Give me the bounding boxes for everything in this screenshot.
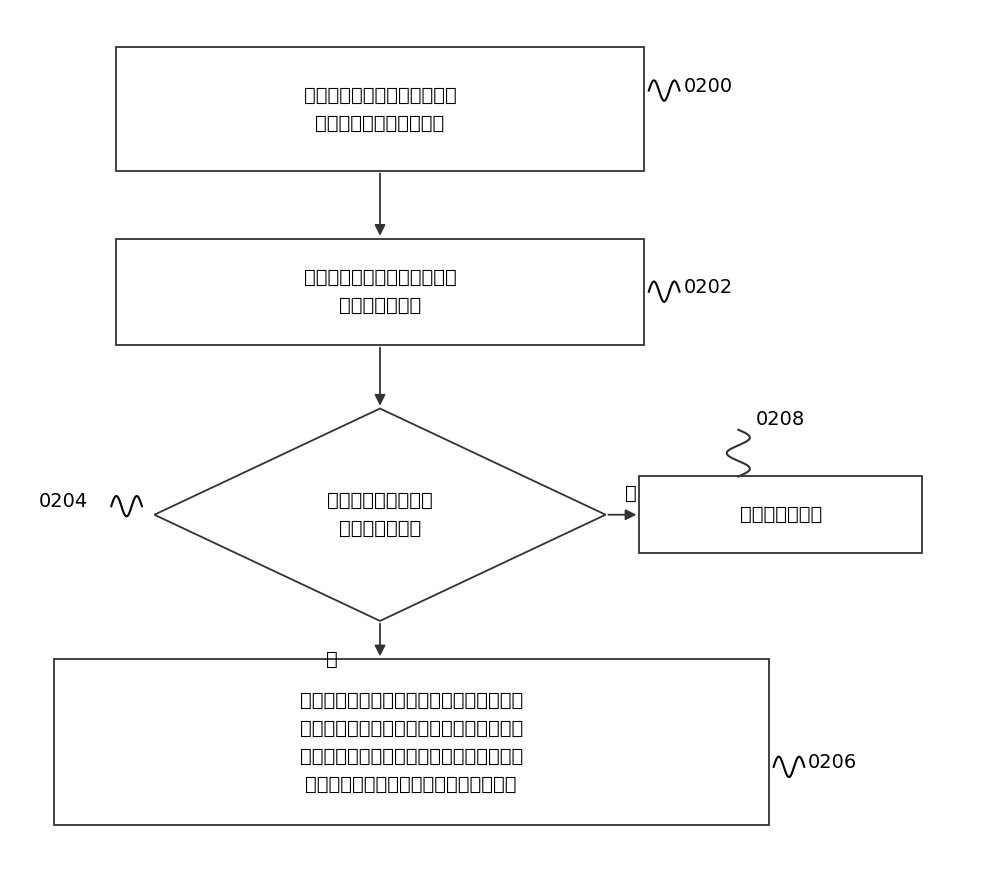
Text: 保持原充电状态: 保持原充电状态 (740, 505, 822, 524)
Text: 0206: 0206 (808, 753, 857, 772)
Text: 0200: 0200 (683, 77, 732, 96)
Text: 否: 否 (625, 484, 637, 503)
Text: 0208: 0208 (756, 410, 805, 429)
FancyBboxPatch shape (639, 476, 922, 553)
Text: 0204: 0204 (39, 492, 88, 512)
Polygon shape (154, 409, 606, 621)
Text: 获取移动终端的当前运动状态
信息和当前使用状态信息: 获取移动终端的当前运动状态 信息和当前使用状态信息 (304, 86, 456, 133)
FancyBboxPatch shape (54, 659, 769, 825)
Text: 0202: 0202 (683, 278, 733, 297)
Text: 获取移动终端当前运行的应用
程序的应用类型: 获取移动终端当前运行的应用 程序的应用类型 (304, 268, 456, 315)
Text: 在当前加速度状态信息指示当前移动终端处
于加速度变化状态，并且当前屏幕状态信息
指示当前移动终端处于屏幕点亮状态时，将
当前移动终端的充电电流调节至安全电流: 在当前加速度状态信息指示当前移动终端处 于加速度变化状态，并且当前屏幕状态信息 … (300, 690, 523, 794)
Text: 判断应用类型是否匹
配预设应用类型: 判断应用类型是否匹 配预设应用类型 (327, 491, 433, 538)
FancyBboxPatch shape (116, 48, 644, 171)
FancyBboxPatch shape (116, 239, 644, 345)
Text: 是: 是 (326, 650, 338, 669)
